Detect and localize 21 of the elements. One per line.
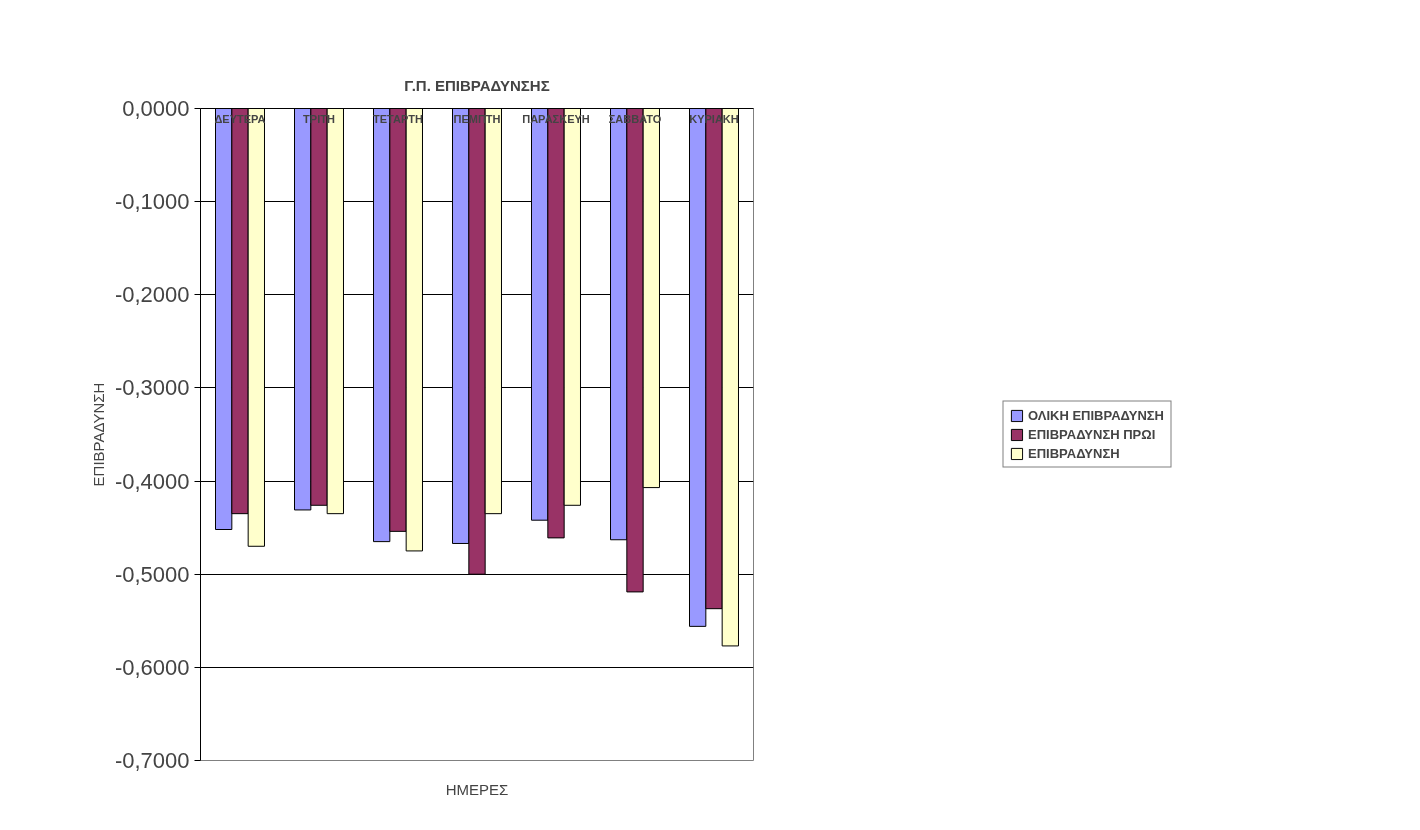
y-axis-title: ΕΠΙΒΡΑΔΥΝΣΗ [89,382,107,487]
chart-title: Γ.Π. ΕΠΙΒΡΑΔΥΝΣΗΣ [404,76,550,94]
y-tick-label: -0,3000 [114,375,190,401]
y-tick-label: -0,1000 [114,189,190,215]
y-tick-label: -0,7000 [114,748,190,773]
legend-label: ΕΠΙΒΡΑΔΥΝΣΗ [1028,445,1120,461]
y-tick-label: 0,0000 [122,96,190,121]
legend-label: ΕΠΙΒΡΑΔΥΝΣΗ ΠΡΩΙ [1028,426,1156,442]
x-tick-label: ΠΕΜΠΤΗ [453,112,501,125]
x-axis-title: ΗΜΕΡΕΣ [445,780,509,798]
legend-label: ΟΛΙΚΗ ΕΠΙΒΡΑΔΥΝΣΗ [1028,407,1164,423]
x-tick-label: ΤΕΤΑΡΤΗ [373,112,424,125]
x-tick-label: ΣΑΒΒΑΤΟ [608,112,662,125]
x-tick-label: ΤΡΙΤΗ [303,112,335,125]
y-tick-label: -0,4000 [114,468,190,494]
y-tick-label: -0,5000 [114,561,190,587]
y-tick-label: -0,6000 [114,654,190,680]
x-tick-label: ΔΕΥΤΕΡΑ [214,112,266,125]
x-tick-label: ΚΥΡΙΑΚΗ [689,112,739,125]
y-tick-label: -0,2000 [114,282,190,308]
x-tick-label: ΠΑΡΑΣΚΕΥΗ [522,112,590,125]
